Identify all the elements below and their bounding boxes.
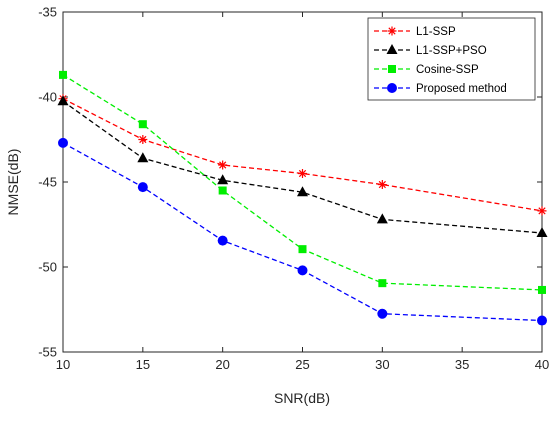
data-point bbox=[298, 169, 307, 178]
legend: L1-SSP L1-SSP+PSO Cosine-SSP Proposed metho… bbox=[367, 17, 536, 101]
legend-entry: L1-SSP+PSO bbox=[374, 44, 487, 57]
series-proposed-method bbox=[58, 137, 547, 326]
x-axis-title: SNR(dB) bbox=[274, 390, 330, 406]
data-point bbox=[377, 180, 387, 190]
data-point bbox=[376, 213, 388, 224]
series-cosine-ssp bbox=[59, 70, 546, 294]
x-tick-label: 25 bbox=[295, 357, 309, 372]
data-point bbox=[217, 174, 229, 185]
y-axis-title: NMSE(dB) bbox=[5, 149, 21, 216]
data-point bbox=[377, 308, 388, 319]
data-point bbox=[218, 186, 227, 195]
x-tick-label: 20 bbox=[215, 357, 229, 372]
legend-marker bbox=[386, 44, 398, 54]
legend-label: Cosine-SSP bbox=[416, 64, 479, 76]
y-tick-label: -45 bbox=[38, 175, 57, 190]
legend-label: L1-SSP+PSO bbox=[416, 45, 487, 57]
series-line bbox=[62, 100, 543, 234]
data-point bbox=[537, 206, 547, 216]
legend-entry: L1-SSP bbox=[374, 26, 456, 38]
legend-label: Proposed method bbox=[416, 83, 507, 95]
series-line bbox=[62, 98, 543, 212]
data-point bbox=[59, 70, 67, 79]
legend-entry: Proposed method bbox=[374, 83, 507, 95]
legend-label: L1-SSP bbox=[416, 26, 456, 38]
x-tick-label: 10 bbox=[56, 357, 70, 372]
data-point bbox=[537, 315, 547, 326]
legend-entry: Cosine-SSP bbox=[374, 64, 479, 76]
series-layer bbox=[57, 70, 548, 326]
data-point bbox=[297, 186, 308, 197]
series-l1-ssp-pso bbox=[57, 95, 548, 237]
x-tick-label: 15 bbox=[136, 357, 150, 372]
y-tick-label: -35 bbox=[38, 5, 57, 20]
data-point bbox=[538, 285, 546, 294]
series-line bbox=[62, 142, 543, 322]
data-point bbox=[217, 235, 228, 246]
y-tick-label: -55 bbox=[38, 345, 57, 360]
series-line bbox=[62, 74, 543, 291]
data-point bbox=[297, 265, 308, 276]
legend-marker bbox=[387, 83, 397, 93]
legend-marker bbox=[387, 26, 397, 36]
x-tick-label: 40 bbox=[535, 357, 549, 372]
data-point bbox=[536, 227, 548, 237]
data-point bbox=[137, 182, 148, 193]
data-point bbox=[58, 137, 68, 148]
axis-ticks: 10 15 20 25 30 35 40 -35 -40 -45 -50 -55 bbox=[38, 5, 549, 373]
x-tick-label: 35 bbox=[455, 357, 469, 372]
y-tick-label: -50 bbox=[38, 260, 57, 275]
data-point bbox=[137, 152, 149, 163]
data-point bbox=[138, 120, 147, 129]
x-tick-label: 30 bbox=[375, 357, 389, 372]
data-point bbox=[138, 135, 148, 144]
data-point bbox=[57, 95, 69, 106]
y-tick-label: -40 bbox=[38, 90, 57, 105]
legend-marker bbox=[388, 65, 396, 73]
data-point bbox=[218, 160, 228, 170]
data-point bbox=[378, 279, 387, 288]
data-point bbox=[298, 245, 307, 254]
